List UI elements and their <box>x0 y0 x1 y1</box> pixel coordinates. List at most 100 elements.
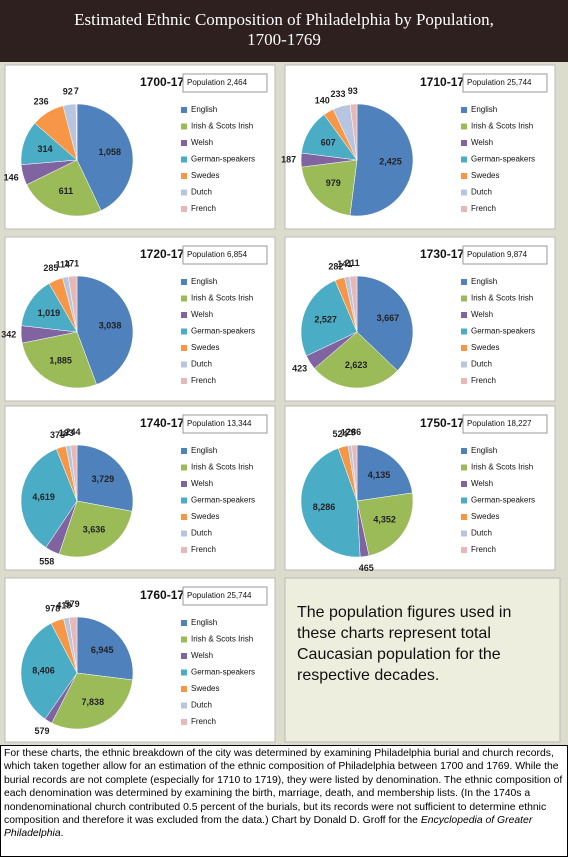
value-label: 1,058 <box>99 147 122 157</box>
footer-text: For these charts, the ethnic breakdown o… <box>4 748 563 827</box>
legend-label: Irish & Scots Irish <box>471 463 533 472</box>
population-label: Population 13,344 <box>187 419 252 428</box>
legend-swatch <box>461 448 467 454</box>
pie-slice <box>76 275 134 385</box>
value-label: 1,019 <box>38 308 61 318</box>
population-box <box>182 73 268 93</box>
pie-slice <box>51 672 133 730</box>
header-title: Estimated Ethnic Composition of Philadel… <box>0 0 568 62</box>
value-label: 1,885 <box>49 356 72 366</box>
legend-swatch <box>181 156 187 163</box>
legend-label: German-speakers <box>191 496 255 505</box>
value-label: 141 <box>337 259 352 269</box>
legend-label: German-speakers <box>191 327 255 336</box>
legend-swatch <box>181 530 187 537</box>
legend-label: Welsh <box>471 479 493 488</box>
legend-label: French <box>191 204 216 213</box>
value-label: 7,838 <box>82 697 105 707</box>
legend-swatch <box>181 669 187 676</box>
value-label: 314 <box>38 144 53 154</box>
value-label: 979 <box>326 178 341 188</box>
legend-swatch <box>181 123 187 130</box>
pie-slice <box>67 275 78 333</box>
legend-label: French <box>471 204 496 213</box>
legend-swatch <box>181 173 187 179</box>
legend-swatch <box>181 189 187 196</box>
legend-swatch <box>181 514 187 520</box>
legend-swatch <box>461 206 467 212</box>
pie-slice <box>300 447 361 558</box>
legend-swatch <box>181 378 187 384</box>
value-label: 146 <box>4 173 19 183</box>
legend-label: English <box>471 446 497 455</box>
pie-slice <box>20 623 78 720</box>
pie-slice <box>301 159 358 216</box>
population-box <box>182 586 268 606</box>
legend-label: German-speakers <box>471 155 535 164</box>
legend-swatch <box>181 702 187 709</box>
legend-swatch <box>461 497 467 504</box>
legend-label: Welsh <box>471 310 493 319</box>
legend-label: Dutch <box>471 188 492 197</box>
population-label: Population 25,744 <box>467 78 532 87</box>
legend-swatch <box>461 378 467 384</box>
legend-label: Dutch <box>191 701 212 710</box>
pie-slice <box>349 275 358 333</box>
legend-swatch <box>181 464 187 471</box>
legend-label: Swedes <box>191 512 219 521</box>
legend-label: Swedes <box>471 512 499 521</box>
legend-label: Irish & Scots Irish <box>191 635 253 644</box>
legend-swatch <box>181 140 187 146</box>
legend-swatch <box>181 345 187 351</box>
value-label: 978 <box>45 604 60 614</box>
note-text: The population figures used in these cha… <box>297 604 512 684</box>
legend-swatch <box>181 448 187 454</box>
value-label: 524 <box>333 429 348 439</box>
value-label: 4,619 <box>32 492 55 502</box>
value-label: 8,286 <box>313 502 336 512</box>
legend-label: Irish & Scots Irish <box>191 294 253 303</box>
legend-label: Dutch <box>471 529 492 538</box>
legend-label: German-speakers <box>191 155 255 164</box>
legend-label: Dutch <box>191 188 212 197</box>
value-label: 244 <box>66 427 81 437</box>
legend-swatch <box>461 279 467 285</box>
legend-swatch <box>181 295 187 302</box>
footer: For these charts, the ethnic breakdown o… <box>0 745 568 857</box>
population-label: Population 18,227 <box>467 419 532 428</box>
legend-label: English <box>191 446 217 455</box>
legend-label: Welsh <box>191 479 213 488</box>
legend-label: Swedes <box>191 171 219 180</box>
value-label: 233 <box>330 89 345 99</box>
population-box <box>462 245 548 265</box>
value-label: 179 <box>341 428 356 438</box>
legend-label: French <box>191 376 216 385</box>
pie-slice <box>356 275 414 372</box>
value-label: 7 <box>74 86 79 96</box>
legend-label: English <box>471 277 497 286</box>
value-label: 3,667 <box>377 313 400 323</box>
legend-swatch <box>181 361 187 368</box>
legend-swatch <box>181 107 187 113</box>
population-label: Population 9,874 <box>467 250 528 259</box>
value-label: 3,729 <box>92 474 115 484</box>
legend-swatch <box>181 279 187 285</box>
value-label: 2,527 <box>314 314 337 324</box>
value-label: 187 <box>281 154 296 164</box>
legend-swatch <box>461 140 467 146</box>
legend-swatch <box>461 107 467 113</box>
legend-label: French <box>191 545 216 554</box>
footer-source: Encyclopedia of Greater Philadelphia <box>4 815 533 840</box>
value-label: 342 <box>1 329 16 339</box>
pie-slice <box>70 444 78 502</box>
value-label: 3,636 <box>83 524 106 534</box>
legend-label: French <box>471 376 496 385</box>
legend-label: Dutch <box>471 360 492 369</box>
legend-label: Welsh <box>191 651 213 660</box>
legend-label: Irish & Scots Irish <box>471 294 533 303</box>
value-label: 423 <box>292 364 307 374</box>
value-label: 579 <box>35 726 50 736</box>
value-label: 4,352 <box>373 514 396 524</box>
value-label: 114 <box>56 260 71 270</box>
